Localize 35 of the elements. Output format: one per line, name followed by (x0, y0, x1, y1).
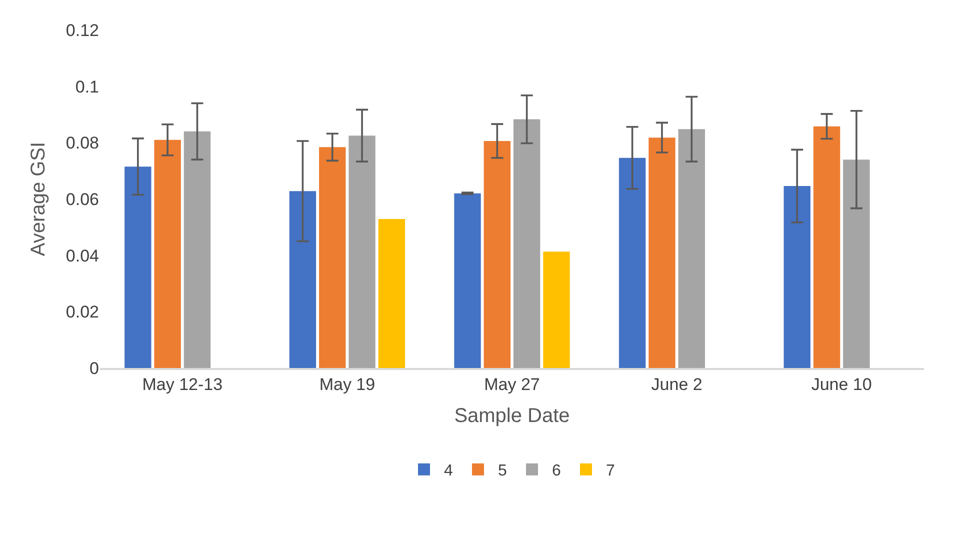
bar (124, 166, 152, 368)
x-tick-label: May 12-13 (142, 375, 223, 394)
bar (618, 158, 646, 368)
bar (348, 136, 376, 368)
bar (784, 186, 810, 368)
x-axis-title: Sample Date (454, 405, 570, 428)
bar (289, 191, 316, 368)
legend-label: 5 (498, 462, 507, 480)
y-tick-label: 0.06 (66, 190, 99, 209)
bar (678, 129, 705, 368)
x-tick-label: June 2 (651, 375, 702, 394)
bar (648, 138, 676, 368)
x-tick-label: June 10 (811, 375, 872, 394)
legend-label: 6 (552, 462, 561, 480)
y-tick-label: 0.08 (66, 134, 99, 153)
y-tick-label: 0.02 (66, 302, 99, 322)
bar (513, 119, 540, 368)
y-tick-label: 0 (90, 358, 99, 378)
bar (154, 140, 181, 368)
y-tick-label: 0.1 (75, 77, 99, 96)
y-tick-label: 0.04 (66, 246, 99, 266)
y-axis-title: Average GSI (27, 142, 50, 256)
bar (184, 131, 211, 368)
x-tick-label: May 19 (319, 375, 376, 394)
bar (543, 252, 570, 368)
y-tick-label: 0.12 (66, 20, 99, 40)
x-tick-label: May 27 (484, 375, 540, 394)
bar (319, 147, 346, 368)
legend-label: 7 (606, 462, 615, 480)
legend-label: 4 (444, 462, 453, 480)
bar (378, 219, 406, 368)
bar (484, 140, 511, 368)
bar (813, 126, 840, 368)
bar (843, 160, 870, 368)
bar (454, 193, 481, 368)
